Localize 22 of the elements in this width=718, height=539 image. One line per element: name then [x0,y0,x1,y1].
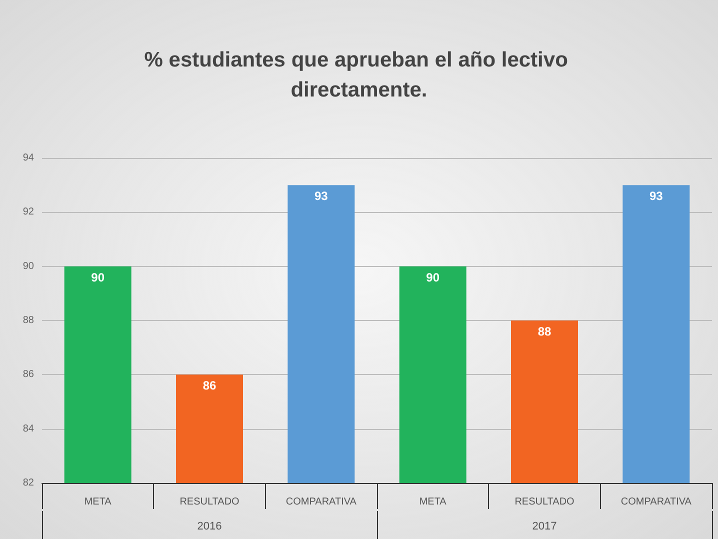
chart-title: % estudiantes que aprueban el año lectivo directamente. [144,48,574,102]
x-tick-label: RESULTADO [180,496,240,508]
y-tick-label: 90 [22,260,34,272]
y-tick-label: 86 [22,369,34,380]
data-label: 90 [91,270,105,284]
x-tick-label: META [419,496,447,508]
y-tick-label: 82 [22,478,34,488]
data-label: 90 [426,270,440,284]
text: 2016 [197,520,222,532]
y-tick-label: 88 [22,315,34,326]
data-label: 86 [202,378,216,393]
y-tick-label: 84 [22,423,34,434]
data-label: 88 [538,324,552,338]
x-tick-label: COMPARATIVA [286,496,357,508]
x-tick-label: COMPARATIVA [620,496,692,508]
data-label: 93 [314,189,328,204]
text: 2017 [532,520,557,532]
x-tick-label: RESULTADO [514,496,575,508]
data-label: 93 [649,189,664,204]
y-tick-label: 94 [22,152,34,164]
x-tick-label: META [84,496,112,508]
y-tick-label: 92 [22,206,34,218]
